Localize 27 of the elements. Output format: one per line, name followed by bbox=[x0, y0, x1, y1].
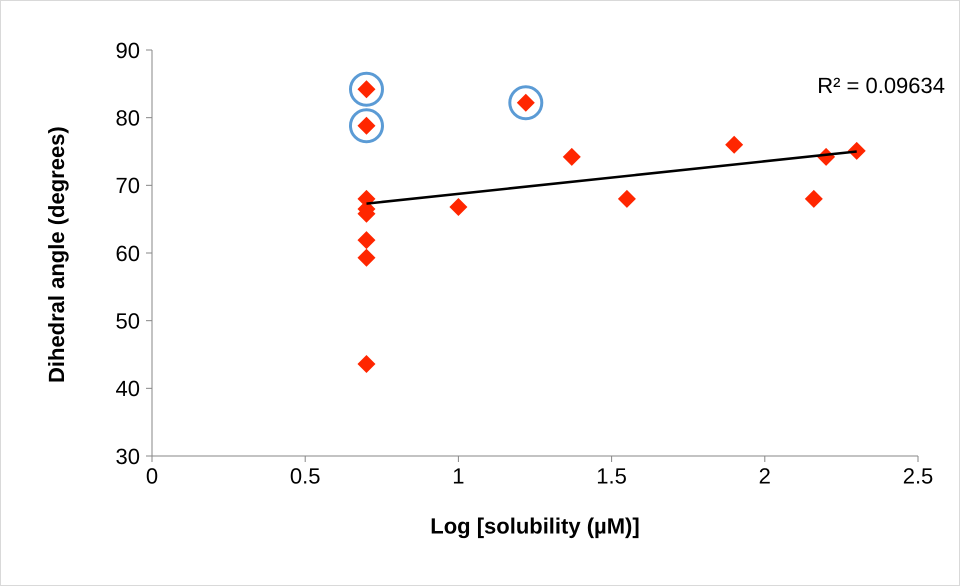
point bbox=[725, 136, 744, 154]
y-tick-label: 40 bbox=[116, 376, 140, 402]
point bbox=[449, 198, 468, 216]
point bbox=[804, 190, 823, 208]
point bbox=[357, 354, 376, 373]
x-tick-label: 2 bbox=[758, 464, 771, 489]
point bbox=[348, 72, 384, 107]
x-tick-label: 2.5 bbox=[902, 464, 934, 489]
point bbox=[618, 190, 636, 208]
y-tick-label: 60 bbox=[116, 240, 140, 266]
y-tick-label: 30 bbox=[116, 444, 140, 469]
point bbox=[357, 231, 376, 250]
x-tick-label: 0.5 bbox=[290, 464, 320, 489]
x-tick-label: 1 bbox=[452, 464, 465, 489]
y-tick-label: 50 bbox=[116, 308, 140, 334]
x-tick-label: 0 bbox=[146, 464, 158, 489]
y-tick-label: 90 bbox=[116, 38, 140, 63]
annotation: R² = 0.09634 bbox=[817, 73, 945, 98]
point bbox=[562, 148, 581, 166]
point bbox=[357, 248, 376, 267]
x-tick-label: 1.5 bbox=[596, 464, 627, 489]
point bbox=[348, 108, 384, 144]
y-tick-label: 70 bbox=[116, 173, 140, 198]
y-tick-label: 80 bbox=[116, 105, 140, 130]
y-axis-title: Dihedral angle (degrees) bbox=[44, 126, 69, 383]
point bbox=[508, 85, 544, 120]
x-axis-title: Log [solubility (µM)] bbox=[430, 514, 640, 539]
